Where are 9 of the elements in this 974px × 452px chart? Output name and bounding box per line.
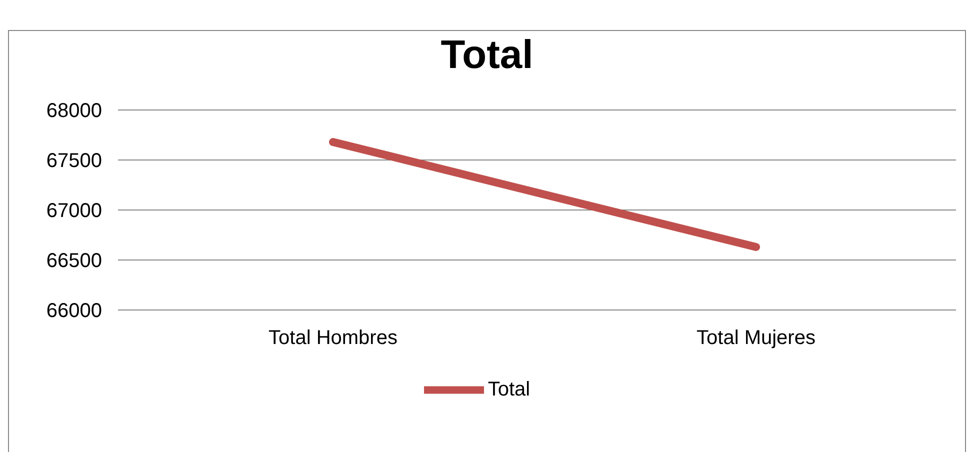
y-tick-label: 68000	[46, 100, 102, 122]
x-tick-label: Total Hombres	[268, 327, 398, 350]
chart-title: Total	[440, 32, 534, 79]
y-tick-label: 66500	[46, 250, 102, 272]
y-tick-label: 66000	[46, 300, 102, 322]
legend-label: Total	[488, 378, 530, 400]
y-tick-label: 67500	[46, 150, 102, 172]
y-tick-label: 67000	[46, 200, 102, 222]
x-tick-label: Total Mujeres	[696, 327, 816, 350]
